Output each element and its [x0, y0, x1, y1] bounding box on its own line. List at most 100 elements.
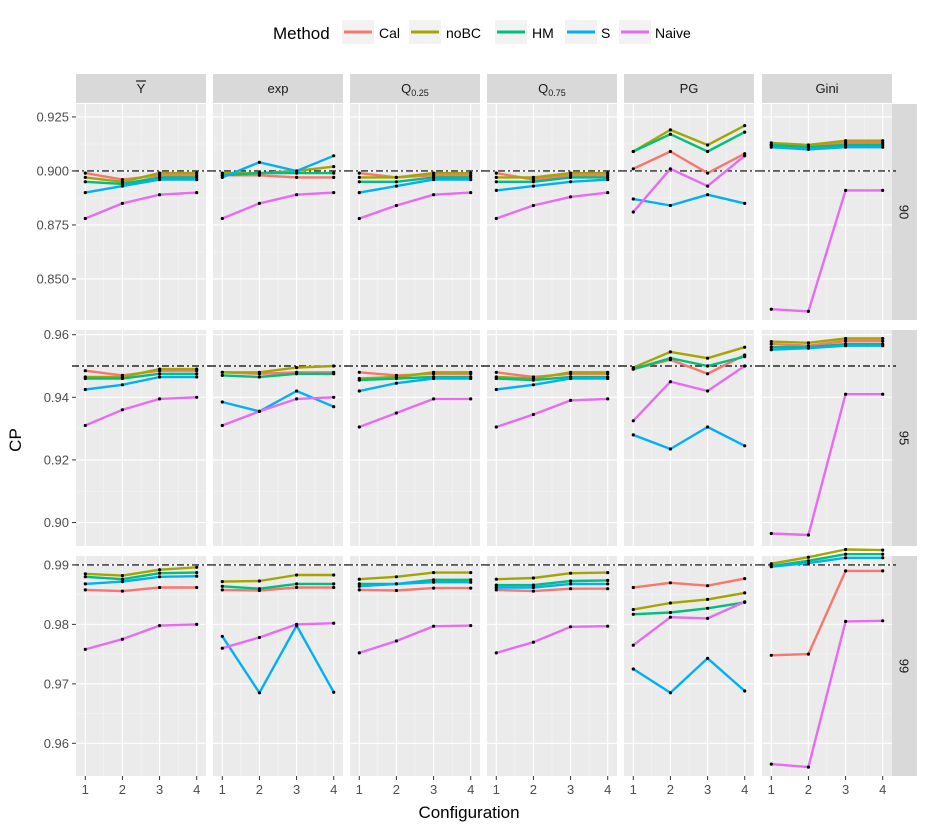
- data-point-cal: [844, 339, 848, 343]
- series-line-nobc: [359, 371, 471, 380]
- data-point-nobc: [769, 562, 773, 566]
- series-line-naive: [358, 191, 471, 220]
- data-point-cal: [569, 587, 573, 591]
- data-point-nobc: [668, 601, 673, 605]
- data-point-nobc: [881, 139, 885, 143]
- series-line-cal: [632, 150, 746, 175]
- data-point-naive: [668, 380, 673, 384]
- x-tick-label: 1: [356, 782, 363, 797]
- x-tick-label: 1: [768, 782, 775, 797]
- data-point-hm: [332, 171, 336, 175]
- column-strip: [350, 74, 480, 103]
- data-point-cal: [120, 178, 124, 182]
- data-point-s: [120, 580, 124, 584]
- data-point-naive: [394, 411, 398, 415]
- data-point-cal: [631, 585, 635, 590]
- data-point-hm: [120, 376, 124, 381]
- data-point-hm: [469, 578, 473, 582]
- series-line-nobc: [771, 548, 883, 565]
- series-line-nobc: [85, 171, 197, 184]
- data-point-cal: [195, 585, 199, 590]
- data-point-naive: [631, 210, 635, 214]
- series-line-naive: [495, 397, 608, 429]
- legend-title: Method: [273, 24, 330, 43]
- panel: [620, 104, 758, 320]
- column-strip-label: Q0.75: [538, 81, 566, 98]
- data-point-s: [220, 400, 224, 404]
- data-point-nobc: [120, 574, 124, 578]
- data-point-hm: [706, 364, 710, 368]
- data-point-nobc: [158, 367, 162, 371]
- data-point-hm: [357, 582, 361, 586]
- series-line-cal: [771, 569, 883, 657]
- panel: [346, 104, 484, 320]
- data-point-s: [83, 191, 87, 195]
- data-point-naive: [469, 191, 473, 195]
- data-point-hm: [881, 143, 885, 147]
- x-tick-label: 3: [567, 782, 574, 797]
- data-point-cal: [881, 339, 885, 343]
- x-tick-label: 3: [704, 782, 711, 797]
- y-tick-label: 0.850: [36, 271, 69, 286]
- data-point-s: [357, 584, 361, 588]
- data-point-nobc: [668, 350, 673, 354]
- data-point-naive: [158, 624, 162, 628]
- data-point-hm: [394, 376, 398, 381]
- series-line-nobc: [496, 571, 608, 581]
- data-point-nobc: [769, 340, 773, 344]
- data-point-cal: [432, 586, 436, 590]
- data-point-hm: [195, 571, 199, 575]
- data-point-cal: [743, 577, 747, 581]
- data-point-s: [531, 585, 536, 590]
- panel: [72, 556, 210, 776]
- series-line-naive: [771, 619, 883, 769]
- data-point-s: [220, 634, 224, 638]
- data-point-hm: [257, 375, 261, 379]
- data-point-s: [531, 383, 536, 387]
- data-point-nobc: [295, 366, 299, 370]
- data-point-naive: [844, 619, 848, 624]
- data-point-nobc: [332, 165, 336, 169]
- data-point-nobc: [494, 577, 498, 581]
- panel: [483, 556, 621, 776]
- series-line-naive: [358, 397, 471, 429]
- panel: [483, 104, 621, 320]
- data-point-naive: [769, 307, 773, 311]
- x-tick-label: 3: [430, 782, 437, 797]
- series-line-nobc: [359, 571, 471, 581]
- data-point-cal: [257, 173, 261, 177]
- data-point-naive: [569, 398, 573, 402]
- row-strip-label: 95: [897, 431, 912, 445]
- data-point-s: [569, 582, 573, 586]
- data-point-s: [569, 376, 573, 381]
- series-line-hm: [359, 375, 471, 382]
- series-line-hm: [222, 372, 334, 379]
- series-line-naive: [771, 189, 883, 313]
- data-point-nobc: [743, 124, 747, 128]
- data-point-nobc: [531, 175, 536, 179]
- data-point-naive: [531, 412, 536, 417]
- panel: [209, 330, 347, 546]
- data-point-cal: [357, 171, 361, 175]
- legend-label-nobc: noBC: [446, 25, 481, 41]
- column-strip-label: Y: [137, 81, 146, 96]
- data-point-naive: [158, 397, 162, 401]
- data-point-s: [295, 389, 299, 393]
- series-line-s: [496, 377, 608, 391]
- data-point-hm: [220, 584, 224, 588]
- data-point-nobc: [668, 128, 673, 132]
- data-point-s: [158, 375, 162, 379]
- data-point-nobc: [295, 573, 299, 577]
- data-point-s: [706, 425, 710, 429]
- series-line-s: [496, 582, 608, 589]
- data-point-s: [881, 145, 885, 149]
- series-line-s: [359, 178, 471, 194]
- x-tick-label: 4: [193, 782, 200, 797]
- series-line-cal: [771, 339, 883, 347]
- x-tick-label: 2: [805, 782, 812, 797]
- data-point-hm: [432, 175, 436, 179]
- data-point-nobc: [606, 571, 610, 575]
- data-point-s: [569, 180, 573, 184]
- data-point-s: [332, 405, 336, 409]
